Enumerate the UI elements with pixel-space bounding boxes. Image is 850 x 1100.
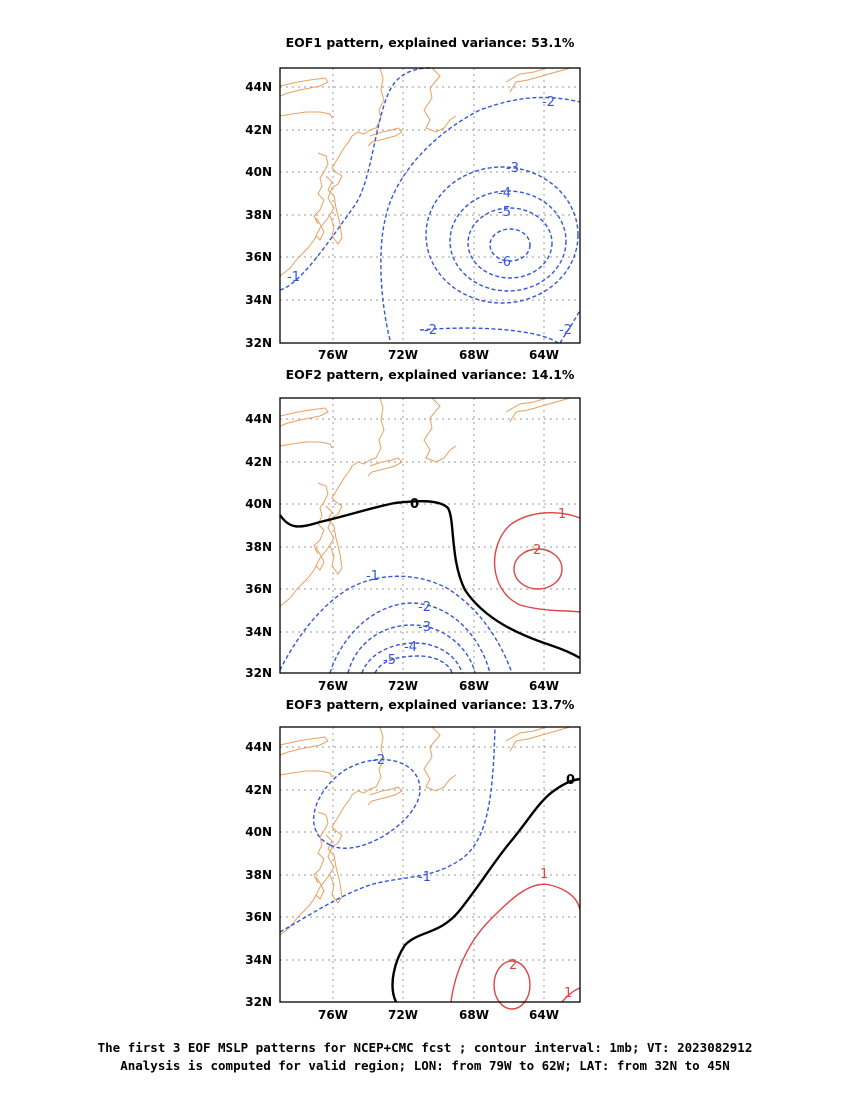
lon-tick-label: 64W <box>529 679 559 693</box>
contour-label: -5 <box>498 205 511 220</box>
map-frame <box>279 67 581 344</box>
contour-label: -3 <box>506 161 519 176</box>
graticule <box>280 727 580 1002</box>
lat-tick-label: 32N <box>245 666 272 680</box>
lat-tick-label: 40N <box>245 165 272 179</box>
graticule <box>280 398 580 673</box>
contour-label: 2 <box>533 543 541 558</box>
panel-eof2: 0 1 2 -1 -2 -3 -4 -5 44N 42N 40N 38N 36N… <box>245 397 581 693</box>
longitude-labels: 76W 72W 68W 64W <box>318 1008 559 1022</box>
latitude-labels: 44N 42N 40N 38N 36N 34N 32N <box>245 412 272 680</box>
positive-contours <box>493 511 581 613</box>
lon-tick-label: 76W <box>318 1008 348 1022</box>
lat-tick-label: 44N <box>245 80 272 94</box>
contour-label: 1 <box>564 986 572 1001</box>
lat-tick-label: 34N <box>245 625 272 639</box>
contour-label: -3 <box>418 620 431 635</box>
lat-tick-label: 42N <box>245 123 272 137</box>
lon-tick-label: 68W <box>459 1008 489 1022</box>
negative-contours <box>279 726 496 933</box>
lon-tick-label: 64W <box>529 1008 559 1022</box>
map-frame <box>279 397 581 674</box>
contour-labels: -2 -1 0 1 2 1 <box>372 753 575 1001</box>
lon-tick-label: 68W <box>459 679 489 693</box>
negative-contours <box>279 575 513 674</box>
contour-label: -1 <box>366 569 379 584</box>
lat-tick-label: 36N <box>245 582 272 596</box>
contour-label: -2 <box>372 753 385 768</box>
contour-label: -4 <box>498 186 511 201</box>
lat-tick-label: 40N <box>245 497 272 511</box>
lat-tick-label: 44N <box>245 740 272 754</box>
zero-contour <box>279 499 581 660</box>
contour-labels: -1 -2 -2 -2 -3 -4 -5 -6 <box>287 95 572 338</box>
contour-label: 1 <box>540 867 548 882</box>
panel-eof3: -2 -1 0 1 2 1 44N 42N 40N 38N 36N 34N 32… <box>245 726 581 1022</box>
lat-tick-label: 44N <box>245 412 272 426</box>
contour-label: -2 <box>418 600 431 615</box>
latitude-labels: 44N 42N 40N 38N 36N 34N 32N <box>245 740 272 1009</box>
coastline <box>280 727 570 935</box>
positive-contours <box>450 883 581 1010</box>
lon-tick-label: 76W <box>318 679 348 693</box>
lat-tick-label: 36N <box>245 910 272 924</box>
contour-label: -6 <box>498 255 511 270</box>
lon-tick-label: 72W <box>388 348 418 362</box>
contour-label: 0 <box>566 773 575 788</box>
negative-contours <box>279 67 581 344</box>
contour-label: -2 <box>542 95 555 110</box>
contour-label: -5 <box>383 653 396 668</box>
latitude-labels: 44N 42N 40N 38N 36N 34N 32N <box>245 80 272 350</box>
longitude-labels: 76W 72W 68W 64W <box>318 679 559 693</box>
lat-tick-label: 34N <box>245 953 272 967</box>
caption-line-2: Analysis is computed for valid region; L… <box>120 1058 730 1073</box>
panel-eof1: -1 -2 -2 -2 -3 -4 -5 -6 44N 42N 40N 38N … <box>245 67 581 362</box>
lat-tick-label: 32N <box>245 336 272 350</box>
lat-tick-label: 38N <box>245 208 272 222</box>
zero-contour <box>391 777 581 1003</box>
lon-tick-label: 72W <box>388 1008 418 1022</box>
map-frame <box>279 726 581 1003</box>
contour-label: 1 <box>558 507 566 522</box>
lon-tick-label: 64W <box>529 348 559 362</box>
lat-tick-label: 32N <box>245 995 272 1009</box>
longitude-labels: 76W 72W 68W 64W <box>318 348 559 362</box>
lat-tick-label: 42N <box>245 455 272 469</box>
lon-tick-label: 68W <box>459 348 489 362</box>
graticule <box>280 68 580 343</box>
contour-label: -4 <box>404 640 417 655</box>
contour-label: 2 <box>509 958 517 973</box>
lat-tick-label: 42N <box>245 783 272 797</box>
lat-tick-label: 34N <box>245 293 272 307</box>
contour-label: 0 <box>410 497 419 512</box>
contour-label: -2 <box>424 323 437 338</box>
lat-tick-label: 40N <box>245 825 272 839</box>
contour-label: -2 <box>559 323 572 338</box>
lon-tick-label: 72W <box>388 679 418 693</box>
panel-title: EOF2 pattern, explained variance: 14.1% <box>285 367 575 382</box>
panel-title: EOF1 pattern, explained variance: 53.1% <box>285 35 575 50</box>
lat-tick-label: 38N <box>245 868 272 882</box>
lat-tick-label: 38N <box>245 540 272 554</box>
lat-tick-label: 36N <box>245 250 272 264</box>
contour-labels: 0 1 2 -1 -2 -3 -4 -5 <box>366 497 566 668</box>
caption-line-1: The first 3 EOF MSLP patterns for NCEP+C… <box>97 1040 753 1055</box>
panel-title: EOF3 pattern, explained variance: 13.7% <box>285 697 575 712</box>
lon-tick-label: 76W <box>318 348 348 362</box>
contour-label: -1 <box>287 270 300 285</box>
contour-label: -1 <box>418 870 431 885</box>
